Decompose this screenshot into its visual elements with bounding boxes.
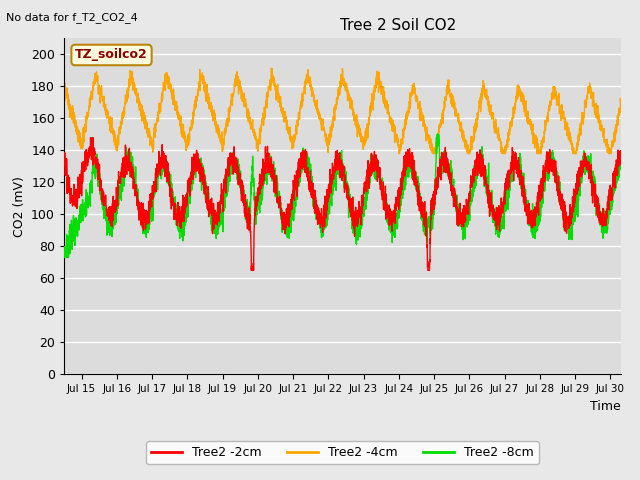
Tree2 -8cm <box>433 132 441 137</box>
Y-axis label: CO2 (mV): CO2 (mV) <box>13 176 26 237</box>
Tree2 -2cm <box>86 135 94 141</box>
Tree2 -4cm <box>60 88 68 94</box>
Tree2 -4cm <box>396 151 403 156</box>
Title: Tree 2 Soil CO2: Tree 2 Soil CO2 <box>340 18 456 33</box>
Tree2 -2cm <box>617 157 625 163</box>
Tree2 -8cm <box>606 210 614 216</box>
Tree2 -4cm <box>268 65 275 71</box>
Tree2 -4cm <box>124 86 131 92</box>
Tree2 -8cm <box>61 255 68 261</box>
Tree2 -8cm <box>124 165 132 171</box>
Tree2 -8cm <box>617 162 625 168</box>
Line: Tree2 -4cm: Tree2 -4cm <box>64 68 621 154</box>
Tree2 -4cm <box>617 108 625 114</box>
Tree2 -2cm <box>274 199 282 204</box>
Tree2 -8cm <box>157 163 164 169</box>
X-axis label: Time: Time <box>590 400 621 413</box>
Line: Tree2 -8cm: Tree2 -8cm <box>64 134 621 258</box>
Tree2 -4cm <box>547 99 554 105</box>
Tree2 -8cm <box>60 244 68 250</box>
Tree2 -8cm <box>547 162 554 168</box>
Tree2 -2cm <box>248 267 255 273</box>
Legend: Tree2 -2cm, Tree2 -4cm, Tree2 -8cm: Tree2 -2cm, Tree2 -4cm, Tree2 -8cm <box>146 441 539 464</box>
Tree2 -2cm <box>60 161 68 167</box>
Tree2 -2cm <box>124 165 132 170</box>
Tree2 -4cm <box>274 81 282 87</box>
Tree2 -4cm <box>157 109 164 115</box>
Tree2 -2cm <box>547 157 554 163</box>
Tree2 -2cm <box>157 163 164 169</box>
Text: TZ_soilco2: TZ_soilco2 <box>75 48 148 61</box>
Tree2 -8cm <box>274 192 282 197</box>
Line: Tree2 -2cm: Tree2 -2cm <box>64 138 621 270</box>
Text: No data for f_T2_CO2_4: No data for f_T2_CO2_4 <box>6 12 138 23</box>
Tree2 -4cm <box>606 151 614 156</box>
Tree2 -8cm <box>298 165 306 170</box>
Tree2 -2cm <box>298 151 306 157</box>
Tree2 -4cm <box>298 99 306 105</box>
Tree2 -2cm <box>606 182 614 188</box>
